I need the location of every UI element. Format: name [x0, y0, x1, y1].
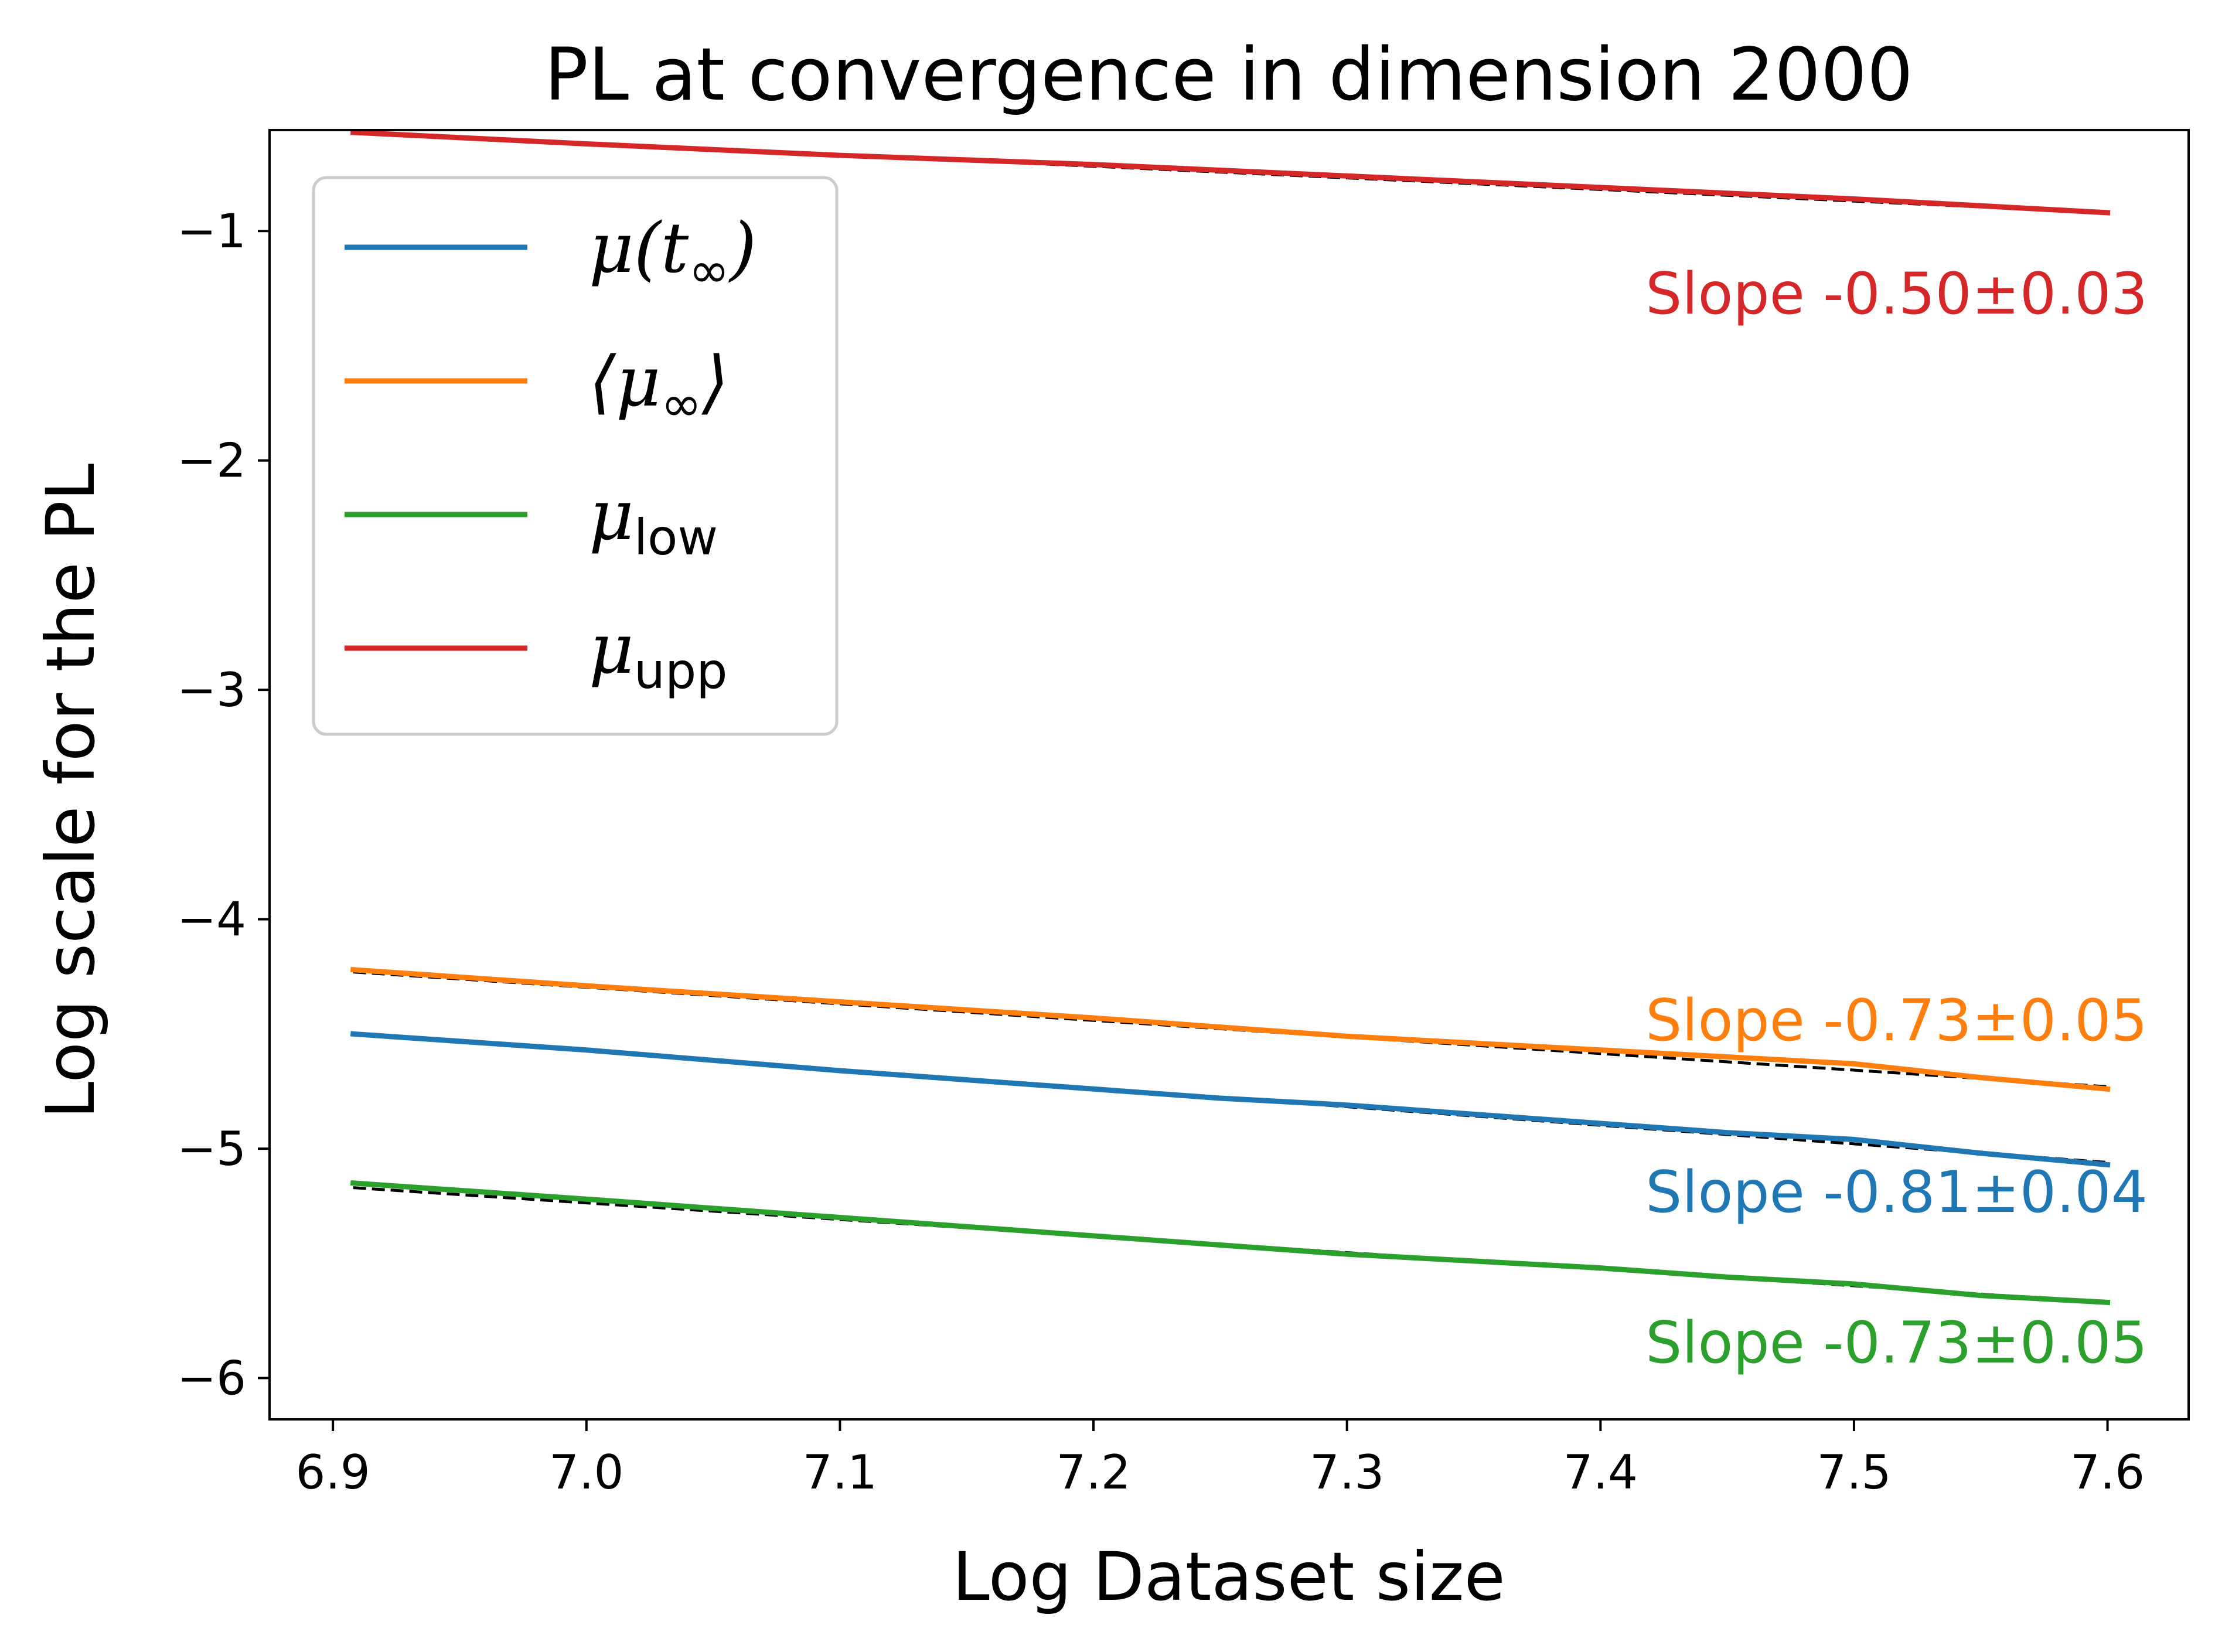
plot-area	[350, 130, 2111, 1306]
slope-label-mu_inf_avg: Slope -0.73±0.05	[1645, 987, 2148, 1054]
slope-label-mu_t: Slope -0.81±0.04	[1645, 1159, 2148, 1226]
plot-frame	[268, 129, 2190, 1421]
y-tick-label: −6	[177, 1351, 246, 1406]
slope-label-mu_upp: Slope -0.50±0.03	[1645, 261, 2148, 328]
y-axis-label: Log scale for the PL	[32, 464, 110, 1119]
series-line-mu_upp	[350, 130, 2111, 216]
chart-title: PL at convergence in dimension 2000	[544, 33, 1913, 117]
slope-label-mu_low: Slope -0.73±0.05	[1645, 1310, 2148, 1377]
y-tick-label: −5	[177, 1122, 246, 1176]
x-axis-label: Log Dataset size	[952, 1538, 1505, 1616]
y-tick-label: −2	[177, 434, 246, 488]
legend-label-mu_inf_avg: ⟨μ∞⟩	[589, 341, 729, 432]
legend-label-mu_t: μ(t∞)	[589, 207, 756, 299]
y-tick-label: −3	[177, 663, 246, 717]
y-tick-label: −4	[177, 893, 246, 947]
x-tick-label: 7.2	[1056, 1445, 1130, 1500]
x-axis: 6.9 7.0 7.1 7.2 7.3 7.4 7.5 7.6	[296, 1419, 2145, 1500]
x-tick-label: 6.9	[296, 1445, 370, 1500]
x-tick-label: 7.3	[1310, 1445, 1384, 1500]
legend-label-mu_low: μlow	[589, 475, 718, 566]
y-axis: −1 −2 −3 −4 −5 −6	[177, 204, 270, 1406]
legend-label-mu_upp: μupp	[589, 608, 728, 700]
x-tick-label: 7.5	[1817, 1445, 1891, 1500]
series-line-mu_low	[350, 1180, 2111, 1306]
slope-labels: Slope -0.81±0.04 Slope -0.73±0.05 Slope -0…	[1645, 261, 2148, 1377]
x-tick-label: 7.0	[549, 1445, 623, 1500]
x-tick-label: 7.4	[1563, 1445, 1638, 1500]
x-tick-label: 7.1	[803, 1445, 877, 1500]
y-tick-label: −1	[177, 204, 246, 258]
series-line-mu_t	[350, 1031, 2111, 1168]
series-line-mu_inf_avg	[350, 966, 2111, 1092]
legend: μ(t∞) ⟨μ∞⟩ μlow μupp	[312, 176, 839, 736]
legend-box	[312, 176, 839, 736]
x-tick-label: 7.6	[2070, 1445, 2145, 1500]
